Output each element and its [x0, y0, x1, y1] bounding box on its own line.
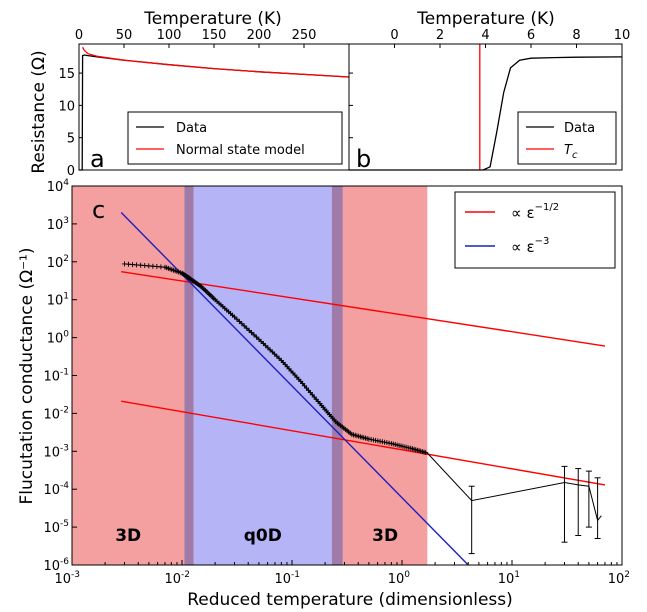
legend-box-a	[127, 111, 343, 165]
y-tick-label-c-5: 10-1	[43, 368, 69, 385]
data-marker	[423, 450, 429, 456]
x-tick-label-c-0: 10-3	[54, 570, 80, 587]
data-marker	[239, 321, 245, 327]
x-tick-label-b-3: 6	[527, 28, 535, 43]
x-tick-label-b-5: 10	[614, 28, 631, 43]
data-marker	[244, 325, 250, 331]
y-tick-label-c-10: 104	[47, 178, 70, 195]
region-label-2: q0D	[244, 526, 282, 546]
top-axis-title-b: Temperature (K)	[416, 9, 555, 29]
y-tick-label-c-0: 10-6	[43, 557, 69, 574]
panel-a-resistance-vs-temperature: 0 50 100 150 200 250 0 5 10 15 a Data Normal state m…	[58, 28, 350, 179]
region-label-0: 3D	[115, 526, 141, 546]
y-tick-label-c-3: 10-3	[43, 443, 69, 460]
y-tick-label-c-6: 100	[47, 330, 70, 347]
y-tick-label-a-2: 10	[58, 99, 75, 114]
series-line-b-0	[349, 56, 623, 171]
x-tick-label-b-2: 4	[481, 28, 489, 43]
legend-box-b	[517, 111, 617, 165]
region-band-1	[184, 186, 194, 565]
series-line-a-1	[82, 46, 350, 78]
x-tick-label-a-5: 250	[292, 28, 317, 43]
y-tick-label-c-1: 10-5	[43, 519, 69, 536]
fit-line-0	[121, 270, 606, 347]
data-marker	[246, 327, 252, 333]
legend-entry-a-0: Data	[176, 121, 207, 136]
region-band-2	[193, 186, 332, 565]
y-tick-label-a-3: 15	[58, 67, 75, 82]
region-band-3	[331, 186, 343, 565]
region-band-4	[342, 186, 428, 565]
legend-entry-a-1: Normal state model	[176, 143, 305, 158]
x-tick-label-b-0: 0	[390, 28, 398, 43]
x-tick-label-c-2: 10-1	[274, 570, 300, 587]
y-tick-label-c-4: 10-2	[43, 405, 69, 422]
x-tick-label-a-0: 0	[75, 28, 83, 43]
data-marker	[253, 334, 259, 340]
data-marker	[234, 316, 240, 322]
x-tick-label-a-3: 150	[202, 28, 227, 43]
panel-label-a: a	[90, 145, 105, 173]
y-axis-title-resistance: Resistance (Ω)	[29, 50, 49, 173]
plot-content-c	[120, 211, 606, 565]
data-marker	[251, 332, 257, 338]
data-marker	[241, 323, 247, 329]
x-tick-label-b-1: 2	[436, 28, 444, 43]
y-tick-label-c-8: 102	[47, 254, 69, 271]
x-tick-label-c-5: 102	[608, 570, 630, 587]
panel-b-resistance-near-tc: 0 2 4 6 8 10 b Data Tc	[348, 28, 631, 173]
top-axis-title-a: Temperature (K)	[143, 9, 282, 29]
panel-label-b: b	[356, 145, 371, 173]
region-band-0	[72, 186, 185, 565]
data-marker	[249, 330, 255, 336]
data-marker	[236, 318, 242, 324]
data-marker	[231, 314, 237, 320]
y-tick-label-c-2: 10-4	[43, 481, 69, 498]
region-label-4: 3D	[372, 526, 398, 546]
legend-entry-c-1: ∝ ε−3	[511, 236, 549, 256]
x-tick-label-a-4: 200	[247, 28, 272, 43]
fit-line-1	[121, 400, 606, 486]
y-tick-label-a-0: 0	[67, 164, 75, 179]
x-tick-label-a-2: 100	[157, 28, 182, 43]
y-tick-label-a-1: 5	[67, 132, 75, 147]
legend-entry-b-0: Data	[564, 121, 595, 136]
panel-c-fluctuation-conductance: 3D q0D 3D 10-3 10-2 10-1 100 101 102 10-6 10-5 10-4…	[43, 178, 630, 587]
x-tick-label-b-4: 8	[572, 28, 580, 43]
x-axis-title-reduced-temperature: Reduced temperature (dimensionless)	[187, 590, 513, 610]
panel-label-c: c	[92, 196, 105, 224]
legend-entry-b-1: Tc	[564, 143, 578, 161]
y-axis-title-conductance: Flucutation conductance (Ω⁻¹)	[17, 248, 37, 505]
x-tick-label-c-3: 100	[388, 570, 411, 587]
x-tick-label-c-1: 10-2	[164, 570, 190, 587]
x-tick-label-c-4: 101	[498, 570, 520, 587]
legend-box-c	[454, 191, 616, 269]
y-tick-label-c-7: 101	[47, 292, 69, 309]
x-tick-label-a-1: 50	[116, 28, 133, 43]
legend-entry-c-0: ∝ ε−1/2	[511, 202, 559, 222]
y-tick-label-c-9: 103	[47, 216, 69, 233]
